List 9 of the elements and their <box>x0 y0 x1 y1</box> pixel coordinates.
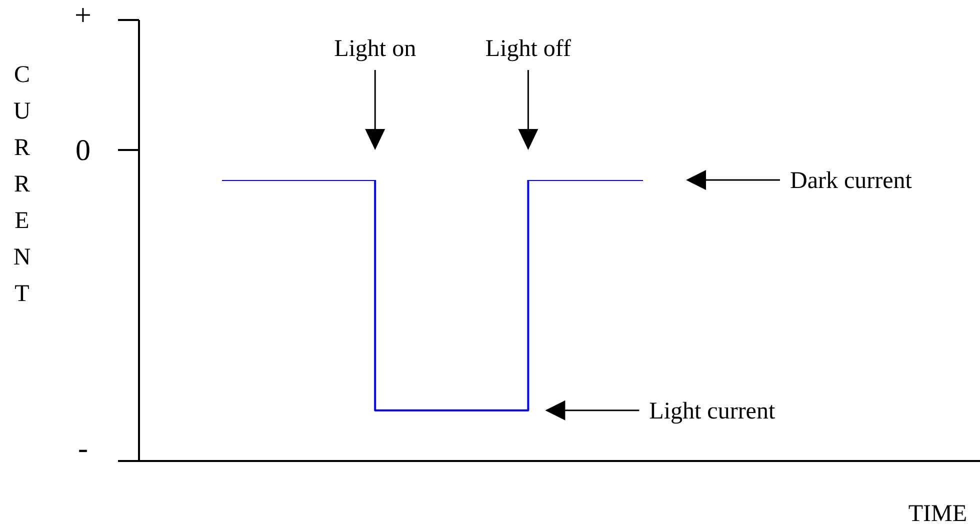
text: Light off <box>485 36 571 62</box>
text: Light on <box>334 36 416 62</box>
text: CURRENT <box>13 62 31 307</box>
text: TIME <box>908 501 967 527</box>
text: 0 <box>76 134 90 167</box>
text: Dark current <box>790 168 912 194</box>
annotation: Light current <box>649 398 776 424</box>
text: - <box>78 432 88 465</box>
text: + <box>74 0 92 32</box>
